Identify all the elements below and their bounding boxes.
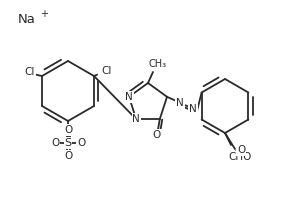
Text: N: N bbox=[132, 114, 140, 124]
Text: N: N bbox=[189, 104, 197, 114]
Text: CHO: CHO bbox=[228, 152, 252, 162]
Text: O: O bbox=[51, 138, 59, 148]
Text: O: O bbox=[153, 130, 161, 140]
Text: S: S bbox=[64, 138, 72, 148]
Text: O: O bbox=[64, 125, 72, 135]
Text: Cl: Cl bbox=[25, 67, 35, 77]
Text: +: + bbox=[40, 9, 48, 19]
Text: Cl: Cl bbox=[25, 67, 35, 77]
Text: N: N bbox=[176, 98, 184, 108]
Text: Cl: Cl bbox=[101, 66, 111, 76]
Text: CH₃: CH₃ bbox=[149, 59, 167, 69]
Text: O: O bbox=[64, 151, 72, 161]
Text: Na: Na bbox=[18, 12, 36, 26]
Text: O: O bbox=[237, 145, 245, 155]
Text: N: N bbox=[125, 92, 133, 102]
Text: O: O bbox=[77, 138, 85, 148]
